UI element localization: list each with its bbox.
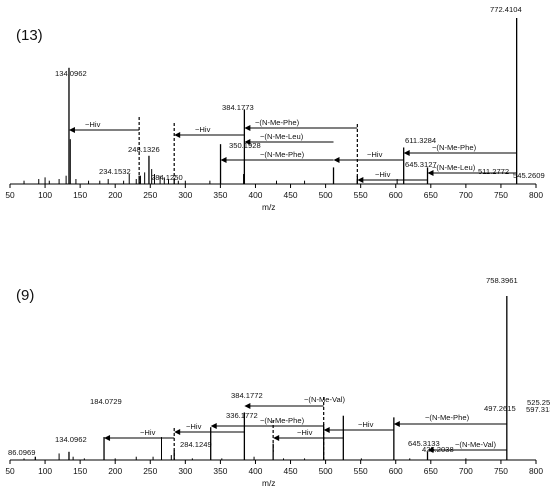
loss-label: −Hiv	[186, 422, 202, 431]
panel-9: (9) m/z 50 100 150 200 250 300 350 400 450 500 550…	[5, 276, 550, 488]
arrow-head	[333, 157, 340, 163]
x-tick-label: 300	[178, 466, 192, 476]
peak-label: 611.3284	[405, 136, 436, 145]
peak-label: 645.3133	[408, 439, 440, 448]
loss-label: −Hiv	[375, 170, 391, 179]
peak-label: 525.2564	[527, 398, 550, 407]
x-tick-label: 350	[213, 190, 227, 200]
peak-label: 497.2615	[484, 404, 516, 413]
arrow-head	[427, 170, 434, 176]
loss-label: −Hiv	[85, 120, 101, 129]
peak-label: 772.4104	[490, 5, 522, 14]
arrow-head	[174, 132, 181, 138]
arrow-head	[220, 157, 227, 163]
arrow-head	[323, 427, 330, 433]
arrow-head	[273, 435, 280, 441]
peak-label: 248.1326	[128, 145, 160, 154]
x-tick-label: 750	[494, 466, 508, 476]
loss-label: −Hiv	[297, 428, 313, 437]
arrow-head	[210, 423, 217, 429]
loss-label: −(N-Me-Phe)	[260, 150, 305, 159]
arrow-head	[403, 150, 410, 156]
peak-label: 284.1250	[151, 173, 183, 182]
x-tick-label: 250	[143, 190, 157, 200]
loss-label: −(N-Me-Phe)	[255, 118, 300, 127]
loss-label: −(N-Me-Phe)	[432, 143, 477, 152]
x-tick-label: 150	[73, 466, 87, 476]
loss-label: −(N-Me-Leu)	[432, 163, 476, 172]
x-tick-label: 300	[178, 190, 192, 200]
x-tick-label: 250	[143, 466, 157, 476]
x-tick-label: 450	[284, 466, 298, 476]
x-tick-label: 200	[108, 466, 122, 476]
x-tick-label: 800	[529, 190, 543, 200]
x-tick-label: 650	[424, 190, 438, 200]
x-tick-label: 450	[284, 190, 298, 200]
loss-label: −Hiv	[367, 150, 383, 159]
peak-label: 645.3127	[405, 160, 437, 169]
x-tick-label: 200	[108, 190, 122, 200]
x-tick-label: 700	[459, 190, 473, 200]
arrow-head	[393, 421, 400, 427]
loss-label: −(N-Me-Leu)	[260, 132, 304, 141]
x-tick-label: 150	[73, 190, 87, 200]
x-tick-label: 400	[248, 190, 262, 200]
peak-label: 545.2609	[513, 171, 545, 180]
x-tick-label: 550	[354, 190, 368, 200]
arrow-head	[244, 125, 251, 131]
peak-label: 134.0962	[55, 69, 87, 78]
loss-label: −(N-Me-Phe)	[425, 413, 470, 422]
arrow-head	[244, 403, 251, 409]
x-tick-label: 750	[494, 190, 508, 200]
peak-label: 758.3961	[486, 276, 518, 285]
arrow-head	[427, 447, 434, 453]
loss-label: −(N-Me-Val)	[304, 395, 345, 404]
x-tick-label: 500	[319, 466, 333, 476]
peak-label: 336.1772	[226, 411, 258, 420]
x-tick-label: 350	[213, 466, 227, 476]
x-tick-label: 800	[529, 466, 543, 476]
peak-label: 384.1773	[222, 103, 254, 112]
arrow-head	[357, 177, 364, 183]
x-tick-label: 400	[248, 466, 262, 476]
x-tick-label: 600	[389, 466, 403, 476]
arrow-head	[244, 139, 251, 145]
loss-label: −Hiv	[358, 420, 374, 429]
x-axis-label: m/z	[262, 478, 276, 488]
peak-label: 86.0969	[8, 448, 35, 457]
loss-label: −(N-Me-Val)	[455, 440, 496, 449]
panel-13: (13) m/z 50 100 150 200 250 300 350 400 450 500 55…	[5, 5, 544, 212]
loss-label: −(N-Me-Phe)	[260, 416, 305, 425]
x-tick-label: 700	[459, 466, 473, 476]
peak-label: 184.0729	[90, 397, 122, 406]
x-tick-label: 550	[354, 466, 368, 476]
loss-label: −Hiv	[195, 125, 211, 134]
peak-label: 284.1249	[180, 440, 212, 449]
x-axis-label: m/z	[262, 202, 276, 212]
panel-label: (9)	[16, 287, 34, 304]
peak-label: 134.0962	[55, 435, 87, 444]
x-tick-label: 650	[424, 466, 438, 476]
x-tick-label: 100	[38, 190, 52, 200]
peak-label: 597.3137	[526, 405, 550, 414]
x-tick-label: 100	[38, 466, 52, 476]
loss-label: −Hiv	[140, 428, 156, 437]
x-tick-label: 500	[319, 190, 333, 200]
peak-label: 384.1772	[231, 391, 263, 400]
x-tick-label: 50	[5, 466, 15, 476]
x-tick-label: 600	[389, 190, 403, 200]
peak-label: 234.1532	[99, 167, 131, 176]
x-tick-label: 50	[5, 190, 15, 200]
arrow-head	[174, 429, 181, 435]
arrow-head	[68, 127, 75, 133]
peak-label: 511.2772	[478, 167, 509, 176]
arrow-head	[104, 435, 111, 441]
panel-label: (13)	[16, 27, 43, 44]
